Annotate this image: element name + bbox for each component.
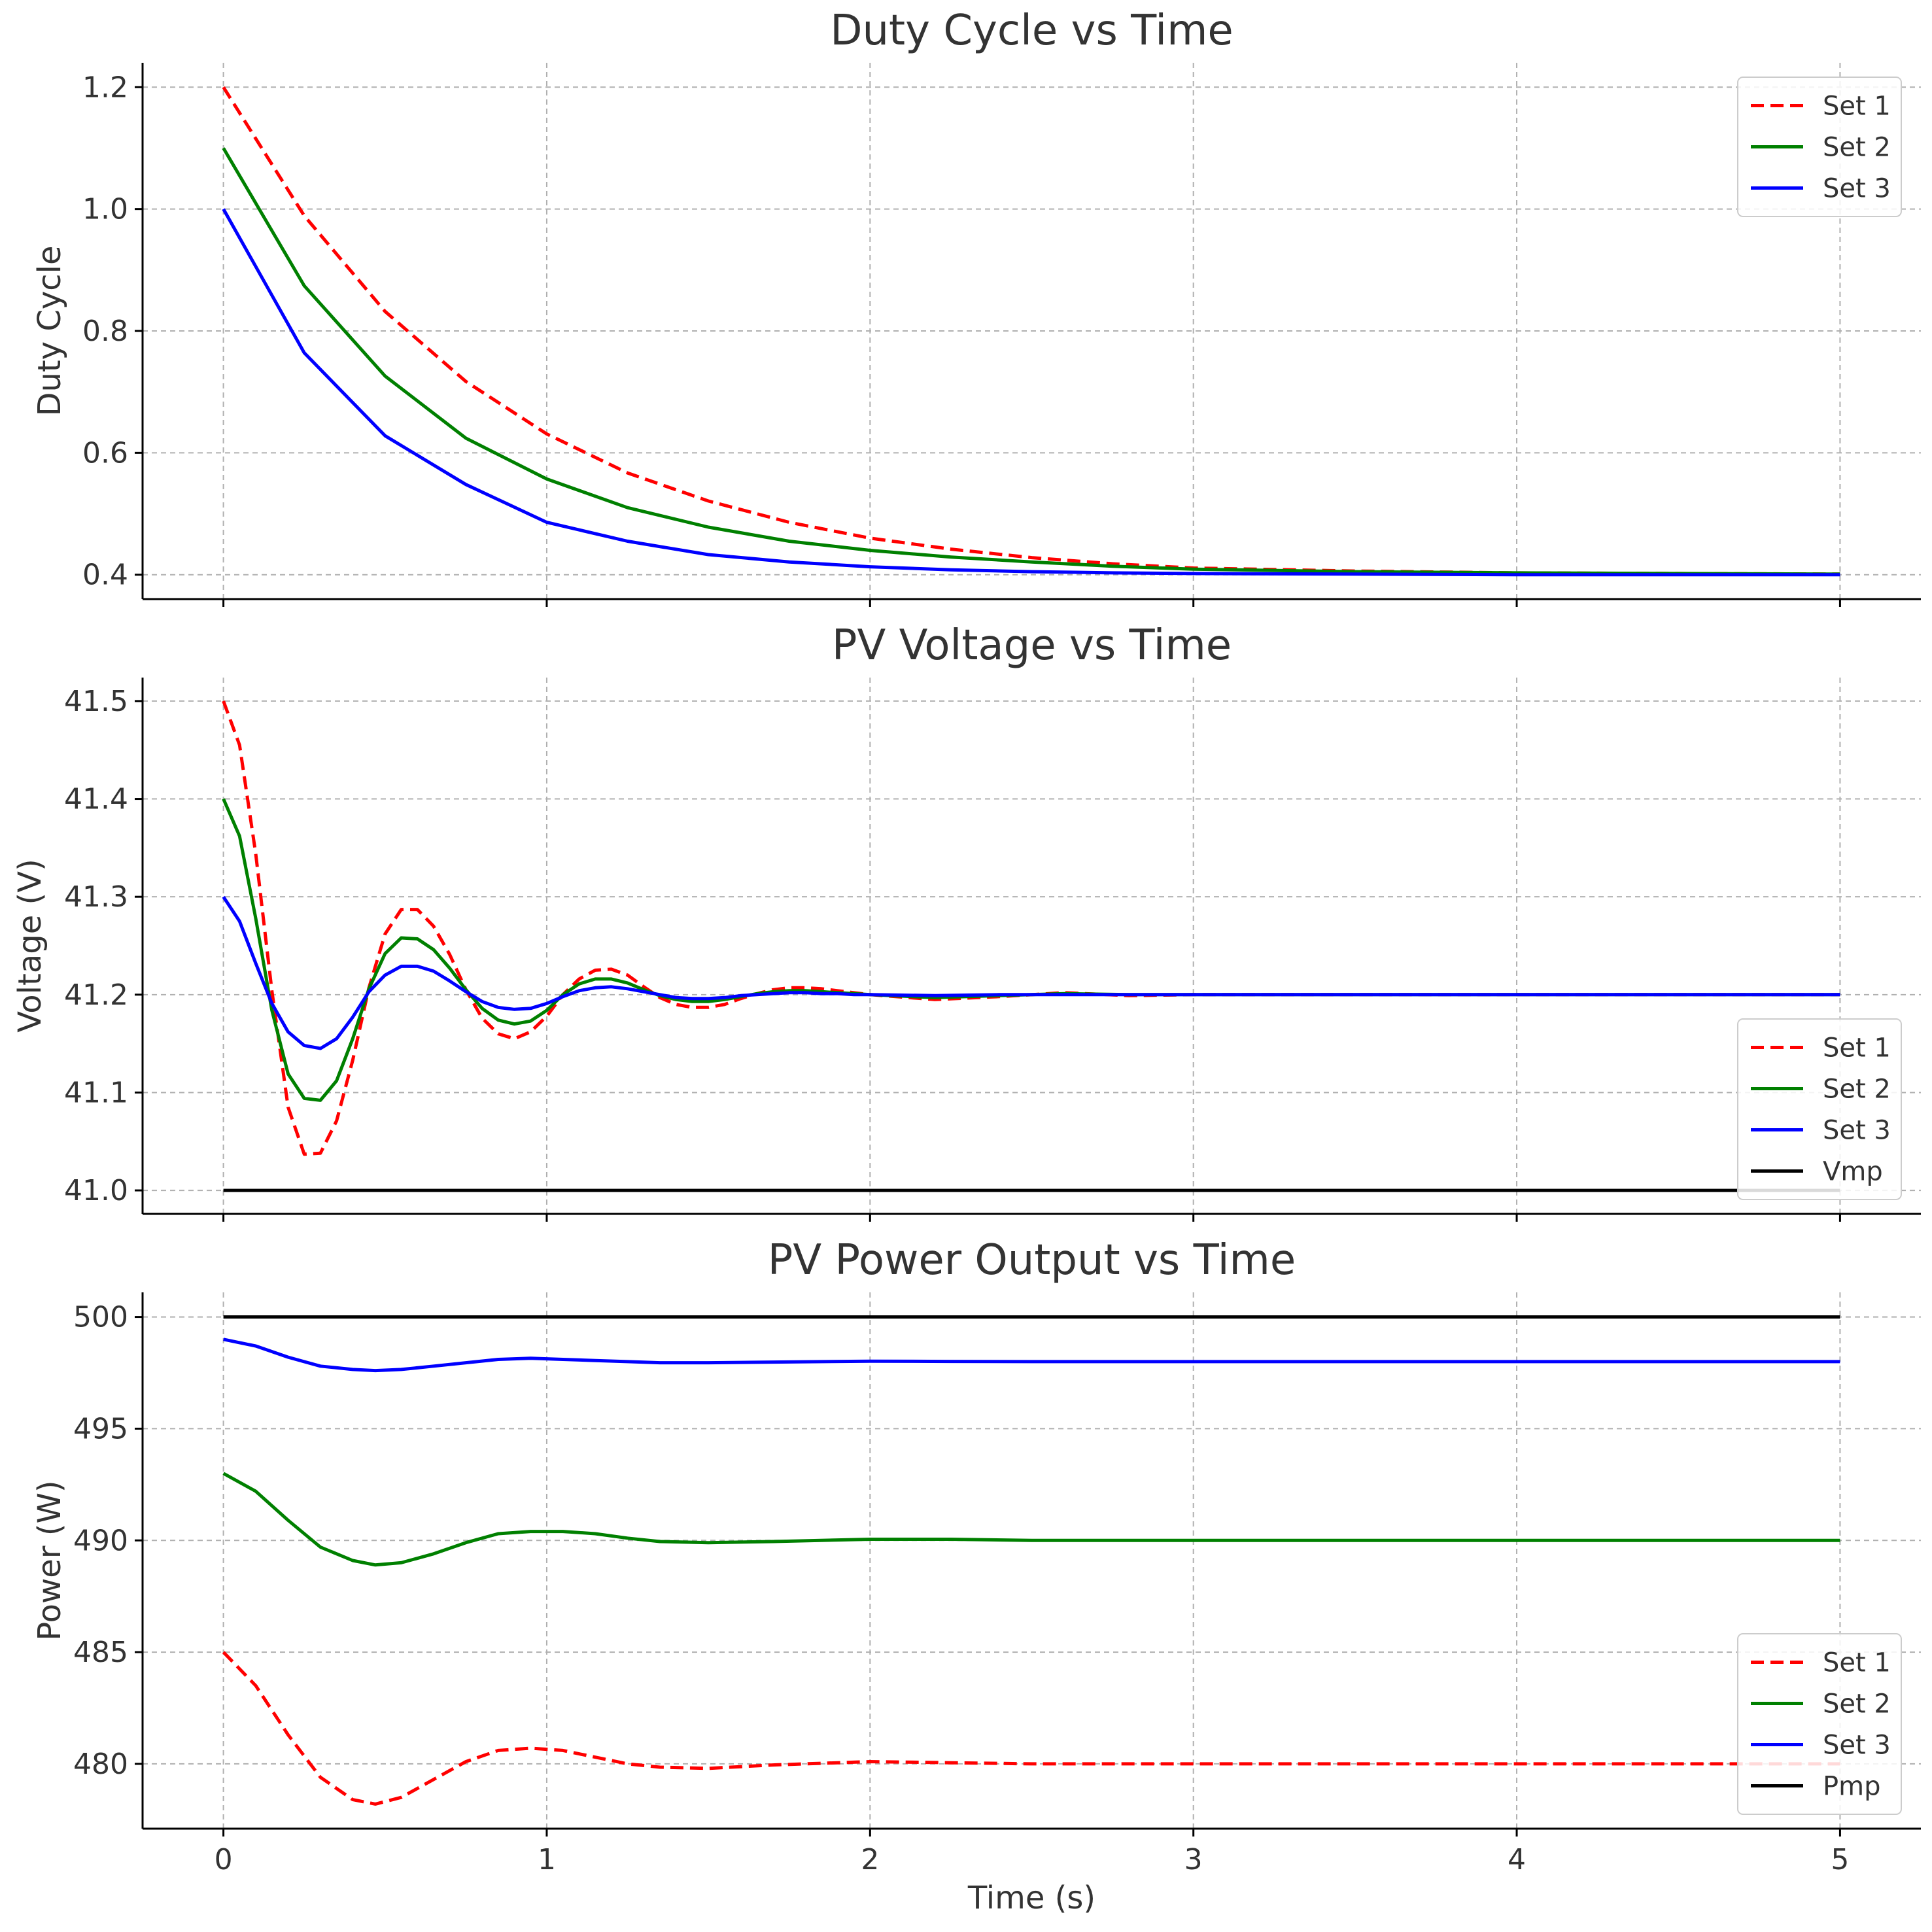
legend-box (1737, 1018, 1902, 1200)
y-tick-label: 1.0 (82, 193, 128, 226)
y-tick-label: 0.6 (82, 436, 128, 470)
series-line-set-2 (222, 798, 1840, 1102)
y-axis-label: Duty Cycle (31, 245, 68, 416)
chart-panel-1: 0.4 0.6 0.8 1.0 1.2 Duty Cycle vs Time Duty Cy… (31, 7, 1921, 607)
y-tick-label: 0.4 (82, 559, 128, 592)
y-tick-label: 490 (73, 1524, 128, 1557)
series-line-set-3 (222, 895, 1840, 1050)
chart-panel-3: 480 485 490 495 500 0 1 2 3 4 5 PV Power Output vs … (31, 1236, 1921, 1916)
x-tick-label: 0 (215, 1843, 233, 1876)
y-tick-label: 41.5 (64, 685, 128, 718)
x-tick-label: 1 (538, 1843, 556, 1876)
y-tick-label: 41.1 (64, 1076, 128, 1109)
y-tick-label: 1.2 (82, 71, 128, 104)
legend-label: Set 1 (1823, 1648, 1891, 1678)
y-tick-label: 500 (73, 1301, 128, 1334)
x-tick-label: 2 (861, 1843, 879, 1876)
y-tick-label: 41.2 (64, 978, 128, 1012)
legend-box (1737, 77, 1902, 217)
legend-label: Set 3 (1823, 1731, 1891, 1761)
legend-label: Set 2 (1823, 1075, 1891, 1105)
legend-label: Pmp (1823, 1772, 1880, 1802)
x-axis-label: Time (s) (967, 1880, 1095, 1916)
chart-title: Duty Cycle vs Time (830, 7, 1233, 55)
legend-label: Vmp (1823, 1157, 1883, 1187)
y-tick-label: 485 (73, 1636, 128, 1669)
legend-label: Set 1 (1823, 1033, 1891, 1063)
chart-panel-2: 41.0 41.1 41.2 41.3 41.4 41.5 PV Voltage vs Ti… (12, 621, 1921, 1222)
chart-title: PV Power Output vs Time (768, 1236, 1296, 1285)
x-tick-label: 3 (1184, 1843, 1203, 1876)
chart-title: PV Voltage vs Time (832, 621, 1232, 670)
series-line-set-3 (222, 208, 1840, 577)
legend: Set 1 Set 2 Set 3 (1737, 77, 1902, 217)
series-line-set-1 (222, 1651, 1840, 1806)
y-tick-label: 41.3 (64, 880, 128, 914)
y-tick-label: 0.8 (82, 315, 128, 348)
legend-box (1737, 1633, 1902, 1815)
series-line-set-1 (222, 700, 1840, 1156)
y-axis-label: Power (W) (31, 1480, 68, 1640)
legend: Set 1 Set 2 Set 3 Pmp (1737, 1633, 1902, 1815)
y-axis-label: Voltage (V) (12, 859, 48, 1033)
legend-label: Set 1 (1823, 92, 1891, 122)
series-line-set-2 (222, 147, 1840, 576)
y-tick-label: 41.0 (64, 1174, 128, 1207)
series-line-set-2 (222, 1472, 1840, 1567)
legend: Set 1 Set 2 Set 3 Vmp (1737, 1018, 1902, 1200)
x-tick-label: 5 (1831, 1843, 1849, 1876)
series-line-set-3 (223, 1337, 1840, 1373)
legend-label: Set 3 (1823, 1116, 1891, 1146)
y-tick-label: 480 (73, 1748, 128, 1781)
x-tick-label: 4 (1508, 1843, 1526, 1876)
y-tick-label: 41.4 (64, 783, 128, 816)
legend-label: Set 2 (1823, 133, 1891, 163)
y-tick-label: 495 (73, 1412, 128, 1445)
legend-label: Set 2 (1823, 1689, 1891, 1719)
legend-label: Set 3 (1823, 174, 1891, 204)
